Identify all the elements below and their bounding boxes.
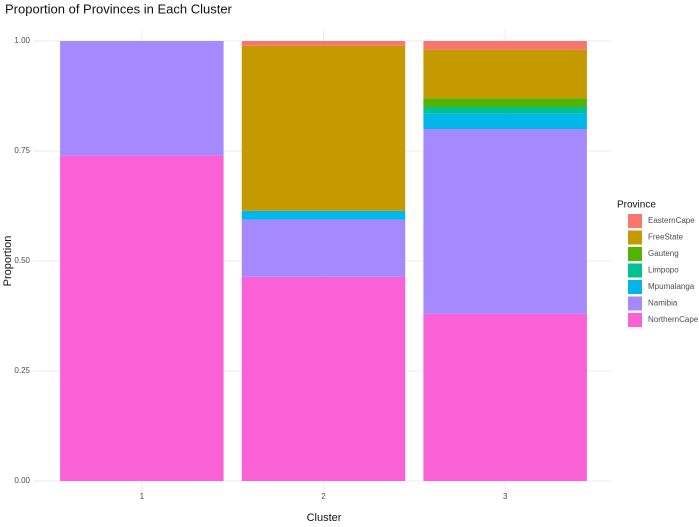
bar-segment xyxy=(423,129,587,314)
bar-segment xyxy=(423,113,587,129)
bar-segment xyxy=(423,41,587,50)
chart-title: Proportion of Provinces in Each Cluster xyxy=(5,1,233,16)
bar-segment xyxy=(241,45,406,211)
bar-segment xyxy=(423,49,587,99)
y-tick-label: 0.75 xyxy=(14,146,30,155)
legend-key xyxy=(628,214,642,228)
y-tick-label: 0.00 xyxy=(14,476,30,485)
legend-title: Province xyxy=(617,200,656,211)
bar-segment xyxy=(241,210,406,220)
y-tick-label: 0.25 xyxy=(14,366,30,375)
bar-segment xyxy=(241,219,406,277)
y-axis-title: Proportion xyxy=(2,236,14,287)
legend-key xyxy=(628,313,642,327)
legend-label: Gauteng xyxy=(648,249,679,258)
x-tick-label: 1 xyxy=(140,492,145,501)
legend-label: FreeState xyxy=(648,233,684,242)
legend-label: Limpopo xyxy=(648,266,679,275)
bar-segment xyxy=(241,41,406,46)
y-tick-label: 1.00 xyxy=(14,36,30,45)
bar-segment xyxy=(423,313,587,481)
legend-label: Mpumalanga xyxy=(648,282,695,291)
bar-segment xyxy=(241,276,406,481)
bar-segment xyxy=(423,98,587,107)
legend-label: Namibia xyxy=(648,299,678,308)
legend-label: EasternCape xyxy=(648,216,695,225)
legend-key xyxy=(628,247,642,261)
legend-key xyxy=(628,230,642,245)
x-tick-label: 2 xyxy=(321,492,326,501)
x-tick-label: 3 xyxy=(503,492,508,501)
bar-segment xyxy=(60,155,224,481)
bar-segment xyxy=(60,41,224,156)
legend-label: NorthernCape xyxy=(648,315,699,324)
legend-key xyxy=(628,280,642,294)
legend-key xyxy=(628,296,642,311)
bar-segment xyxy=(423,107,587,114)
x-axis-title: Cluster xyxy=(307,512,342,524)
y-tick-label: 0.50 xyxy=(14,256,30,265)
legend-key xyxy=(628,263,642,278)
